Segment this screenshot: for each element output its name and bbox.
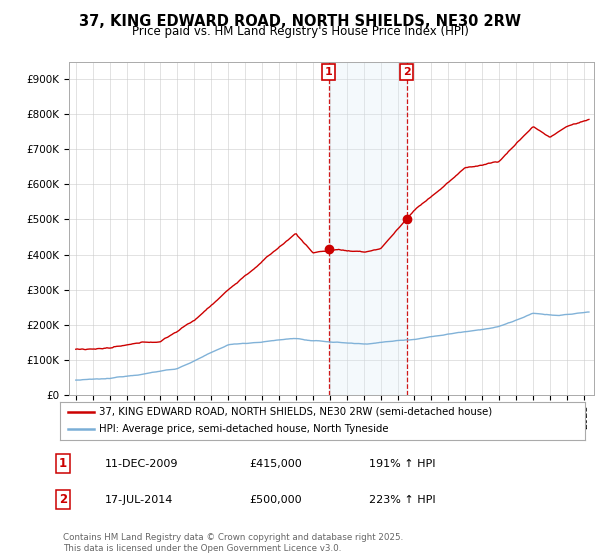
Text: 17-JUL-2014: 17-JUL-2014 <box>105 494 173 505</box>
Text: 223% ↑ HPI: 223% ↑ HPI <box>369 494 436 505</box>
Text: 2: 2 <box>403 67 410 77</box>
Text: 1: 1 <box>325 67 332 77</box>
Text: 37, KING EDWARD ROAD, NORTH SHIELDS, NE30 2RW (semi-detached house): 37, KING EDWARD ROAD, NORTH SHIELDS, NE3… <box>100 407 493 417</box>
Text: 191% ↑ HPI: 191% ↑ HPI <box>369 459 436 469</box>
Text: 37, KING EDWARD ROAD, NORTH SHIELDS, NE30 2RW: 37, KING EDWARD ROAD, NORTH SHIELDS, NE3… <box>79 14 521 29</box>
Text: 11-DEC-2009: 11-DEC-2009 <box>105 459 179 469</box>
Text: £500,000: £500,000 <box>249 494 302 505</box>
Bar <box>329 62 407 395</box>
Text: Contains HM Land Registry data © Crown copyright and database right 2025.
This d: Contains HM Land Registry data © Crown c… <box>63 533 403 553</box>
Text: 2: 2 <box>59 493 67 506</box>
Text: HPI: Average price, semi-detached house, North Tyneside: HPI: Average price, semi-detached house,… <box>100 424 389 435</box>
Text: Price paid vs. HM Land Registry's House Price Index (HPI): Price paid vs. HM Land Registry's House … <box>131 25 469 38</box>
Text: 1: 1 <box>59 457 67 470</box>
Text: £415,000: £415,000 <box>249 459 302 469</box>
